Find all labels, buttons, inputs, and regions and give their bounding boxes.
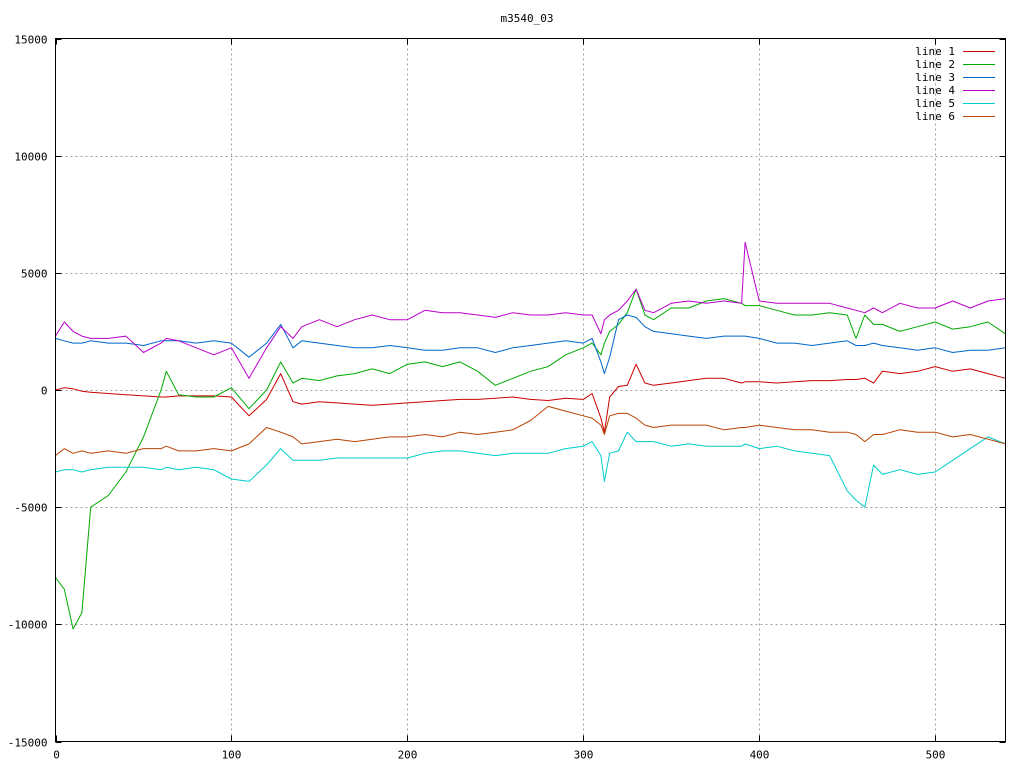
series-lines — [55, 241, 1006, 630]
plot-frame — [55, 38, 1006, 742]
y-tick-label: 15000 — [14, 34, 47, 47]
series-line-5 — [55, 431, 1006, 508]
legend-label: line 5 — [915, 97, 955, 110]
series-line-6 — [55, 405, 1006, 456]
legend-label: line 2 — [915, 58, 955, 71]
grid — [55, 38, 1006, 742]
x-tick-label: 400 — [750, 749, 770, 762]
y-tick-label: -15000 — [8, 737, 48, 750]
y-tick-label: 0 — [41, 385, 48, 398]
series-line-4 — [55, 241, 1006, 379]
y-tick-label: 10000 — [14, 151, 47, 164]
x-tick-label: 100 — [222, 749, 242, 762]
x-tick-label: 300 — [574, 749, 594, 762]
y-tick-label: 5000 — [21, 268, 48, 281]
series-line-3 — [55, 314, 1006, 375]
y-tick-label: -5000 — [14, 502, 47, 515]
legend-label: line 6 — [915, 110, 955, 123]
x-tick-label: 500 — [926, 749, 946, 762]
series-line-2 — [55, 288, 1006, 630]
legend-label: line 3 — [915, 71, 955, 84]
series-line-1 — [55, 363, 1006, 433]
legend-label: line 4 — [915, 84, 955, 97]
x-tick-label: 200 — [398, 749, 418, 762]
axes: 0 100 200 300 400 500 -15000 -10000 -5000 0 5000 10… — [8, 34, 1006, 762]
legend-label: line 1 — [915, 45, 955, 58]
chart-title: m3540_03 — [501, 12, 554, 25]
x-tick-label: 0 — [53, 749, 60, 762]
y-tick-label: -10000 — [8, 619, 48, 632]
